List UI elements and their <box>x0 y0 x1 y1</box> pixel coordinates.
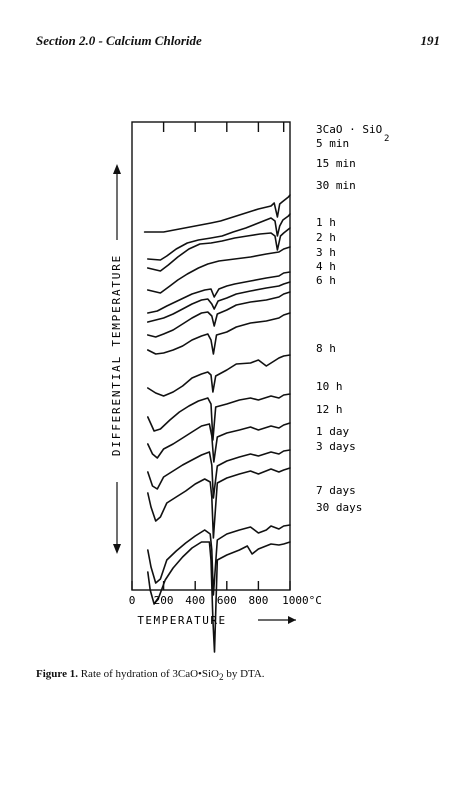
x-tick-label: 800 <box>248 594 268 607</box>
series-line-9 <box>147 354 291 397</box>
series-line-1 <box>143 194 291 233</box>
figure-caption: Figure 1. Rate of hydration of 3CaO•SiO2… <box>36 668 265 682</box>
series-line-8 <box>147 312 291 355</box>
series-line-14 <box>147 524 291 596</box>
series-line-3 <box>147 227 291 272</box>
plot-series-group <box>143 194 291 653</box>
series-line-6 <box>147 281 291 323</box>
series-label: 30 days <box>316 501 362 514</box>
series-line-2 <box>147 213 291 261</box>
series-line-5 <box>147 271 291 314</box>
caption-text-end: by DTA. <box>223 668 265 680</box>
series-label: 3CaO · SiO <box>316 123 382 136</box>
x-axis-label: TEMPERATURE <box>137 614 226 627</box>
series-label: 30 min <box>316 179 356 192</box>
series-label-subscript: 2 <box>384 134 389 144</box>
series-line-11 <box>147 422 291 463</box>
x-axis-arrowhead <box>288 616 296 624</box>
series-label: 10 h <box>316 380 343 393</box>
series-line-13 <box>147 467 291 539</box>
series-label: 7 days <box>316 484 356 497</box>
axis-annotations: 0 200 400 600 800 1000°C TEMPERATURE DIFFERENTI… <box>110 164 322 627</box>
x-tick-label: 200 <box>154 594 174 607</box>
series-label: 4 h <box>316 260 336 273</box>
series-label: 5 min <box>316 137 349 150</box>
series-line-12 <box>147 449 291 499</box>
series-line-10 <box>147 393 291 441</box>
page-number: 191 <box>420 33 441 48</box>
y-axis-arrowhead-up <box>113 164 121 174</box>
caption-text: Rate of hydration of 3CaO•SiO <box>80 668 219 680</box>
series-label: 15 min <box>316 157 356 170</box>
series-label: 8 h <box>316 342 336 355</box>
series-label: 12 h <box>316 403 343 416</box>
x-tick-label: 400 <box>185 594 205 607</box>
series-line-7 <box>147 291 291 338</box>
x-tick-label: 0 <box>129 594 136 607</box>
series-label: 3 h <box>316 246 336 259</box>
caption-subscript: 2 <box>219 672 224 683</box>
series-label: 2 h <box>316 231 336 244</box>
y-axis-arrowhead-down <box>113 544 121 554</box>
series-label: 1 day <box>316 425 349 438</box>
series-label: 6 h <box>316 274 336 287</box>
y-axis-label: DIFFERENTIAL TEMPERATURE <box>110 254 123 456</box>
x-tick-label: 600 <box>217 594 237 607</box>
series-line-15 <box>147 541 291 653</box>
series-label: 1 h <box>316 216 336 229</box>
caption-label: Figure 1. <box>36 668 78 680</box>
running-header-section: Section 2.0 - Calcium Chloride <box>36 33 202 48</box>
plot-border <box>131 121 291 591</box>
x-tick-label: 1000°C <box>282 594 322 607</box>
series-line-4 <box>147 246 291 294</box>
series-label: 3 days <box>316 440 356 453</box>
series-labels-group: 3CaO · SiO2 5 min 15 min 30 min 1 h 2 h 3 h4 h… <box>316 123 389 514</box>
